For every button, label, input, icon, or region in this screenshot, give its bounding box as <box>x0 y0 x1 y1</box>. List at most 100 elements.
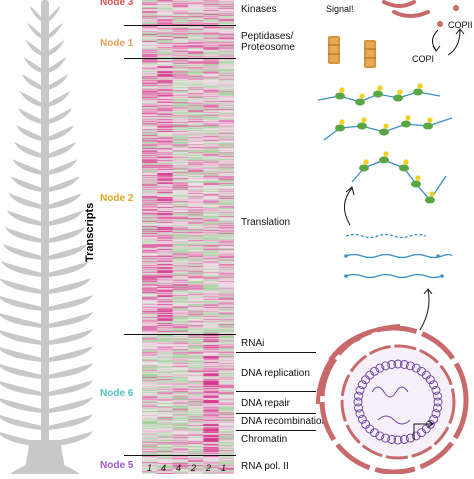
peptide-icon <box>377 85 383 91</box>
vesicle-icon <box>437 21 443 27</box>
chromatin-loop <box>353 397 363 407</box>
ribosome-icon <box>379 128 389 136</box>
ribosome-icon <box>423 122 433 130</box>
ribosome-icon <box>355 98 365 106</box>
ribosome-icon <box>393 94 403 102</box>
leaflet-icon <box>48 278 91 294</box>
signal-text: Signal! <box>326 4 354 14</box>
chromatin-loop <box>381 433 391 443</box>
column-tick-4: 2 <box>191 463 197 473</box>
chromatin-loop <box>387 360 397 369</box>
leaflet-icon <box>48 108 73 124</box>
ribosome-icon <box>425 196 435 204</box>
copi-label: COPI <box>412 54 434 64</box>
peptide-icon <box>427 117 433 123</box>
separator-node6-node5 <box>124 455 236 456</box>
leaflet-icon <box>0 330 42 345</box>
leaflet-icon <box>0 364 42 379</box>
leaflet-icon <box>48 6 61 22</box>
separator-dna-repair <box>236 413 316 414</box>
separator-node3-node1 <box>124 25 236 26</box>
vesicle-icon <box>453 5 459 11</box>
leaflet-icon <box>48 363 93 379</box>
leaflet-icon <box>48 244 88 260</box>
peptide-icon <box>417 83 423 89</box>
peptide-icon <box>383 151 389 157</box>
leaflet-icon <box>0 398 42 413</box>
leaflet-icon <box>25 40 42 56</box>
leaflet-icon <box>0 347 42 362</box>
node-2-label: Node 2 <box>100 193 134 204</box>
leaflet-icon <box>4 227 42 243</box>
leaflet-icon <box>48 397 93 413</box>
chromatin-loop <box>431 409 441 419</box>
peptide-icon <box>361 117 367 123</box>
ribosome-icon <box>411 180 421 188</box>
chromatin-loop <box>431 385 441 395</box>
separator-node2-node6 <box>124 334 236 335</box>
leaflet-icon <box>48 346 93 362</box>
category-dna-recombination: DNA recombination <box>241 416 328 427</box>
leaflet-icon <box>19 91 42 107</box>
node-1-label: Node 1 <box>100 38 134 49</box>
category-kinases: Kinases <box>241 4 277 15</box>
peptide-icon <box>429 191 435 197</box>
leaflet-icon <box>0 313 42 328</box>
chromatin-fiber <box>371 386 411 425</box>
leaflet-icon <box>48 261 89 277</box>
peptide-icon <box>363 159 369 165</box>
copii-label: COPII <box>448 20 473 30</box>
category-translation: Translation <box>241 217 291 228</box>
chromatin-loop <box>375 363 385 373</box>
chromatin-loop <box>429 414 439 424</box>
leaflet-icon <box>8 193 43 209</box>
chromatin-loop <box>425 375 435 385</box>
transcripts-axis-label: Transcripts <box>84 202 96 262</box>
chromatin-loop <box>361 419 371 429</box>
leaflet-icon <box>48 142 76 158</box>
chromatin-loop <box>433 391 442 401</box>
chromatin-loop <box>370 366 379 376</box>
peptide-icon <box>339 87 345 93</box>
column-tick-3: 4 <box>176 463 182 473</box>
ribosome-icon <box>373 90 383 98</box>
node-6-label: Node 6 <box>100 388 134 399</box>
ribosome-icon <box>357 122 367 130</box>
separator-rnai <box>236 352 316 353</box>
chromatin-loop <box>429 380 439 390</box>
leaflet-icon <box>48 193 82 209</box>
leaflet-icon <box>48 159 78 175</box>
category-peptidases: Peptidases/ <box>241 31 294 42</box>
leaflet-icon <box>0 381 42 396</box>
chromatin-loop <box>417 428 426 438</box>
category-chromatin: Chromatin <box>241 434 288 445</box>
ribosome-icon <box>413 88 423 96</box>
golgi-icon <box>382 0 430 18</box>
node-3-label: Node 3 <box>100 0 134 8</box>
mrna-strands <box>345 233 453 279</box>
leaflet-icon <box>48 431 93 447</box>
peptide-icon <box>359 93 365 99</box>
leaflet-icon <box>48 329 93 345</box>
ribosome-icon <box>401 120 411 128</box>
leaflet-icon <box>48 40 65 56</box>
separator-dna-replication <box>236 391 316 392</box>
column-tick-5: 2 <box>206 463 212 473</box>
leaflet-icon <box>48 312 93 328</box>
peptide-icon <box>339 119 345 125</box>
chromatin-loop <box>387 435 397 444</box>
leaflet-icon <box>0 415 42 430</box>
category-proteosome: Proteosome <box>241 42 295 53</box>
proteasome-icon <box>364 40 376 68</box>
leaflet-icon <box>27 23 42 39</box>
peptide-icon <box>397 89 403 95</box>
leaflet-icon <box>16 125 42 141</box>
chromatin-loop <box>411 431 421 441</box>
peptide-icon <box>405 115 411 121</box>
chromatin-loop <box>399 360 409 369</box>
leaflet-icon <box>17 108 42 124</box>
leaflet-icon <box>48 380 93 396</box>
copi-arrow-icon <box>447 29 461 56</box>
chromatin-loop <box>354 403 363 413</box>
chromatin-loop <box>393 435 403 445</box>
